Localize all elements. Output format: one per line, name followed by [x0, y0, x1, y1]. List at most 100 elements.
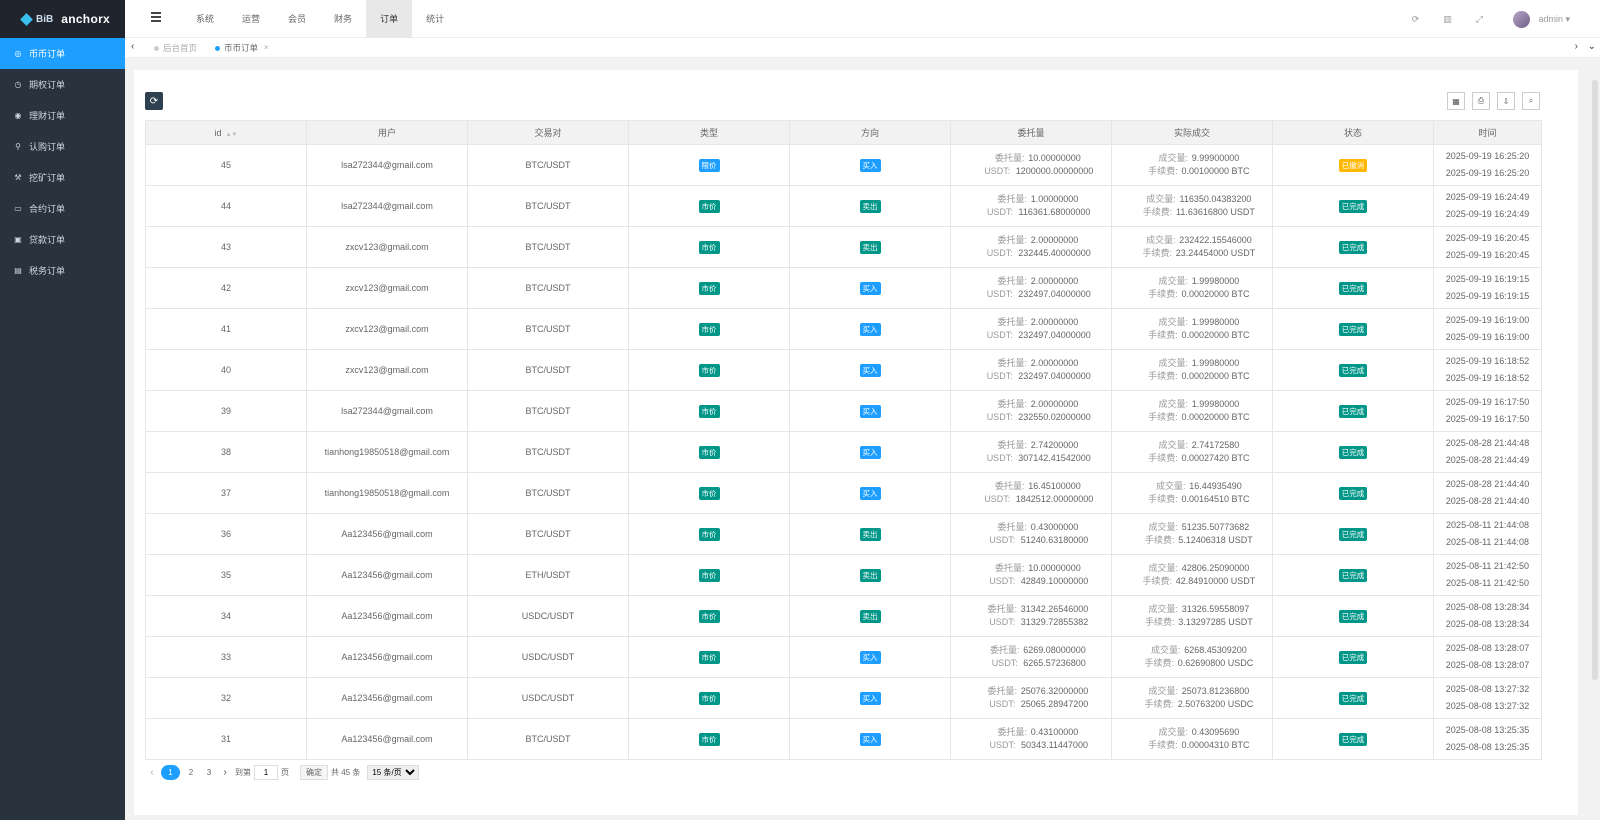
order-filled: 成交量: 6268.45309200 手续费: 0.62690800 USDC: [1111, 636, 1273, 678]
sidebar-item-1[interactable]: ◷ 期权订单: [0, 69, 125, 100]
direction-badge: 卖出: [859, 609, 881, 623]
sidebar-item-label: 理财订单: [29, 111, 66, 121]
usdt-value: 232550.02000000: [1018, 412, 1091, 422]
page-1[interactable]: 1: [161, 764, 180, 780]
order-type: 市价: [628, 267, 790, 309]
order-filled: 成交量: 51235.50773682 手续费: 5.12406318 USDT: [1111, 513, 1273, 555]
sidebar-item-6[interactable]: ▣ 贷款订单: [0, 224, 125, 255]
fee-key: 手续费:: [1144, 699, 1174, 709]
topnav-item-1[interactable]: 运营: [242, 14, 261, 24]
table-row: 40 zxcv123@gmail.com BTC/USDT 市价 买入 委托量: 2.000…: [145, 349, 1542, 391]
order-user: Aa123456@gmail.com: [306, 554, 468, 596]
order-type: 市价: [628, 308, 790, 350]
logo[interactable]: BiB anchorx: [0, 0, 125, 38]
tabs-prev-icon[interactable]: ‹: [131, 41, 135, 52]
topnav-item-4[interactable]: 订单: [366, 0, 413, 38]
sidebar-item-label: 认购订单: [29, 142, 66, 152]
total-count: 共 45 条: [331, 767, 361, 777]
tab-home[interactable]: 后台首页: [154, 38, 197, 58]
scrollbar-thumb[interactable]: [1592, 80, 1598, 680]
order-direction: 卖出: [789, 185, 951, 227]
order-type: 市价: [628, 636, 790, 678]
goto-confirm-button[interactable]: 确定: [300, 764, 328, 780]
direction-badge: 卖出: [859, 240, 881, 254]
topnav-item-3[interactable]: 财务: [334, 14, 353, 24]
sidebar-item-0[interactable]: ◎ 币币订单: [0, 38, 125, 69]
filled-value: 42806.25090000: [1181, 563, 1250, 573]
page-next-icon[interactable]: ›: [223, 766, 227, 778]
user-menu[interactable]: admin ▾: [1538, 13, 1570, 24]
order-time: 2025-09-19 16:17:50 2025-09-19 16:17:50: [1433, 390, 1542, 432]
filled-amount: 成交量: 16.44935490: [1122, 480, 1272, 493]
fee-amount: 手续费: 0.00027420 BTC: [1122, 452, 1272, 465]
topnav-item-2[interactable]: 会员: [288, 14, 307, 24]
order-type: 市价: [628, 431, 790, 473]
updated-time: 2025-09-19 16:19:15: [1445, 291, 1530, 301]
columns-filter-icon[interactable]: ▦: [1447, 92, 1465, 110]
fee-amount: 手续费: 5.12406318 USDT: [1122, 534, 1272, 547]
tab-close-icon[interactable]: ×: [264, 43, 269, 52]
fee-value: 0.62690800 USDC: [1177, 658, 1254, 668]
tab-coin-orders[interactable]: 币币订单 ×: [215, 38, 269, 58]
status-badge: 已完成: [1338, 240, 1368, 254]
entrust-key: 委托量:: [997, 235, 1027, 245]
filled-amount: 成交量: 31326.59558097: [1122, 603, 1272, 616]
tabs-dropdown-icon[interactable]: ⌄: [1587, 41, 1596, 52]
topnav-item-5[interactable]: 统计: [426, 14, 445, 24]
avatar[interactable]: [1513, 10, 1531, 28]
order-filled: 成交量: 232422.15546000 手续费: 23.24454000 USDT: [1111, 226, 1273, 268]
filled-amount: 成交量: 1.99980000: [1122, 275, 1272, 288]
export-icon[interactable]: ⇩: [1497, 92, 1515, 110]
created-time: 2025-09-19 16:17:50: [1445, 397, 1530, 407]
column-header-1: 用户: [306, 120, 468, 145]
fee-value: 42.84910000 USDT: [1175, 576, 1256, 586]
filled-key: 成交量:: [1155, 481, 1186, 491]
entrust-value: 31342.26546000: [1020, 604, 1089, 614]
fee-key: 手续费:: [1148, 330, 1178, 340]
trash-icon[interactable]: ▥: [1443, 13, 1452, 24]
filled-amount: 成交量: 232422.15546000: [1122, 234, 1272, 247]
type-badge: 市价: [698, 404, 720, 418]
sidebar-item-5[interactable]: ▭ 合约订单: [0, 193, 125, 224]
direction-badge: 卖出: [859, 568, 881, 582]
order-user: zxcv123@gmail.com: [306, 349, 468, 391]
entrust-value: 1.00000000: [1030, 194, 1079, 204]
order-entrust: 委托量: 16.45100000 USDT: 1842512.00000000: [950, 472, 1112, 514]
filled-value: 2.74172580: [1191, 440, 1240, 450]
order-filled: 成交量: 0.43095690 手续费: 0.00004310 BTC: [1111, 718, 1273, 760]
search-icon[interactable]: ⌕: [1522, 92, 1540, 110]
per-page-select[interactable]: 15 条/页: [367, 764, 420, 780]
print-icon[interactable]: ⎙: [1472, 92, 1490, 110]
page-scrollbar[interactable]: [1592, 70, 1598, 815]
fee-value: 0.00004310 BTC: [1181, 740, 1250, 750]
fullscreen-icon[interactable]: ⤢: [1475, 13, 1484, 24]
tabs-next-icon[interactable]: ›: [1574, 41, 1578, 52]
refresh-icon[interactable]: ⟳: [1411, 13, 1420, 24]
page-prev-icon[interactable]: ‹: [150, 766, 154, 778]
fee-key: 手续费:: [1144, 617, 1175, 627]
goto-page-input[interactable]: [254, 764, 278, 780]
sidebar-item-4[interactable]: ⚒ 挖矿订单: [0, 162, 125, 193]
sort-icon[interactable]: ▲▼: [225, 131, 238, 138]
order-type: 市价: [628, 185, 790, 227]
order-direction: 卖出: [789, 554, 951, 596]
topnav-item-0[interactable]: 系统: [196, 14, 215, 24]
filled-value: 1.99980000: [1191, 399, 1240, 409]
sidebar-item-7[interactable]: ▤ 税务订单: [0, 255, 125, 286]
filled-key: 成交量:: [1158, 399, 1188, 409]
fee-value: 11.63616800 USDT: [1176, 207, 1255, 217]
page-2[interactable]: 2: [188, 767, 194, 777]
table-refresh-button[interactable]: ⟳: [145, 92, 163, 110]
fee-key: 手续费:: [1148, 371, 1178, 381]
page-3[interactable]: 3: [206, 767, 212, 777]
sidebar-item-2[interactable]: ◉ 理财订单: [0, 100, 125, 131]
order-filled: 成交量: 116350.04383200 手续费: 11.63616800 USDT: [1111, 185, 1273, 227]
entrust-amount: 委托量: 1.00000000: [961, 193, 1111, 206]
menu-toggle-icon[interactable]: [151, 12, 161, 22]
filled-key: 成交量:: [1158, 358, 1188, 368]
order-id: 44: [145, 185, 307, 227]
order-pair: BTC/USDT: [467, 390, 629, 432]
column-header-label: 类型: [699, 128, 718, 138]
sidebar-item-3[interactable]: ⚲ 认购订单: [0, 131, 125, 162]
column-header-0[interactable]: id ▲▼: [145, 120, 307, 145]
